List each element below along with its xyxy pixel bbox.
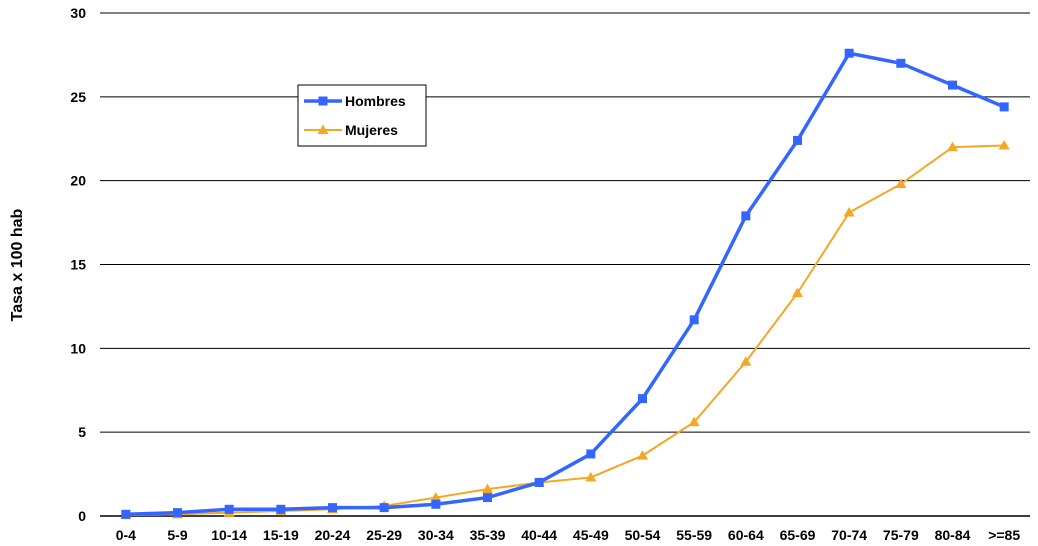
x-tick-label: 35-39 (470, 527, 506, 543)
data-point (483, 493, 492, 503)
x-tick-label: 60-64 (728, 527, 764, 543)
data-point (741, 211, 751, 221)
legend-box (297, 84, 427, 147)
x-tick-label: 65-69 (780, 527, 816, 543)
data-point (276, 504, 286, 514)
data-point (688, 416, 700, 427)
data-point (638, 394, 647, 404)
x-tick-label: 20-24 (315, 527, 351, 543)
series-layer (120, 48, 1010, 520)
data-point (534, 477, 544, 487)
x-tick-label: 75-79 (883, 527, 919, 543)
y-axis-label: Tasa x 100 hab (9, 208, 26, 321)
data-point (482, 483, 493, 494)
x-tick-label: 50-54 (625, 527, 661, 543)
legend-marker (317, 124, 329, 134)
x-tick-label: 55-59 (676, 527, 712, 543)
data-point (844, 48, 854, 58)
data-point (173, 508, 182, 518)
y-tick-label: 20 (70, 173, 86, 189)
y-tick-labels: 0 5 10 15 20 25 30 (70, 5, 86, 524)
series-hombres (121, 48, 1009, 519)
x-tick-label: 10-14 (211, 527, 247, 543)
data-point (793, 135, 802, 145)
legend-label: Hombres (345, 93, 406, 109)
data-point (998, 139, 1010, 150)
data-point (947, 141, 958, 152)
data-point (740, 356, 752, 366)
data-point (948, 80, 957, 90)
x-tick-label: 15-19 (263, 527, 299, 543)
y-tick-label: 10 (70, 340, 86, 356)
x-tick-label: 70-74 (831, 527, 867, 543)
data-point (999, 102, 1009, 112)
legend-item-hombres: Hombres (304, 93, 406, 109)
data-point (121, 509, 131, 519)
data-point (843, 207, 855, 217)
data-point (430, 492, 442, 502)
y-tick-label: 15 (70, 257, 86, 273)
x-tick-label: 25-29 (366, 527, 402, 543)
data-point (224, 504, 234, 514)
data-point (792, 287, 803, 298)
data-point (896, 58, 906, 68)
y-tick-label: 25 (70, 89, 86, 105)
x-tick-label: 30-34 (418, 527, 454, 543)
data-point (585, 471, 597, 482)
legend: Hombres Mujeres (297, 84, 427, 147)
series-mujeres (120, 139, 1010, 520)
legend-item-mujeres: Mujeres (304, 122, 398, 138)
y-tick-label: 0 (78, 508, 86, 524)
y-tick-label: 5 (78, 424, 86, 440)
x-tick-label: 45-49 (573, 527, 609, 543)
data-point (379, 503, 389, 513)
legend-label: Mujeres (345, 122, 398, 138)
data-point (689, 315, 699, 325)
x-tick-label: 80-84 (935, 527, 971, 543)
series-line (125, 51, 1005, 517)
data-point (895, 178, 907, 189)
gridlines (100, 12, 1030, 433)
x-tick-label: 0-4 (116, 527, 136, 543)
data-point (431, 499, 441, 509)
data-point (637, 450, 648, 460)
x-tick-label: >=85 (988, 527, 1020, 543)
series-line (125, 144, 1005, 517)
legend-marker (318, 96, 328, 106)
x-tick-labels: 0-4 5-9 10-14 15-19 20-24 25-29 30-34 35-39 40-4… (116, 527, 1021, 543)
x-tick-label: 5-9 (167, 527, 187, 543)
data-point (328, 503, 337, 513)
data-point (586, 449, 596, 459)
y-tick-label: 30 (70, 5, 86, 21)
x-tick-label: 40-44 (521, 527, 557, 543)
